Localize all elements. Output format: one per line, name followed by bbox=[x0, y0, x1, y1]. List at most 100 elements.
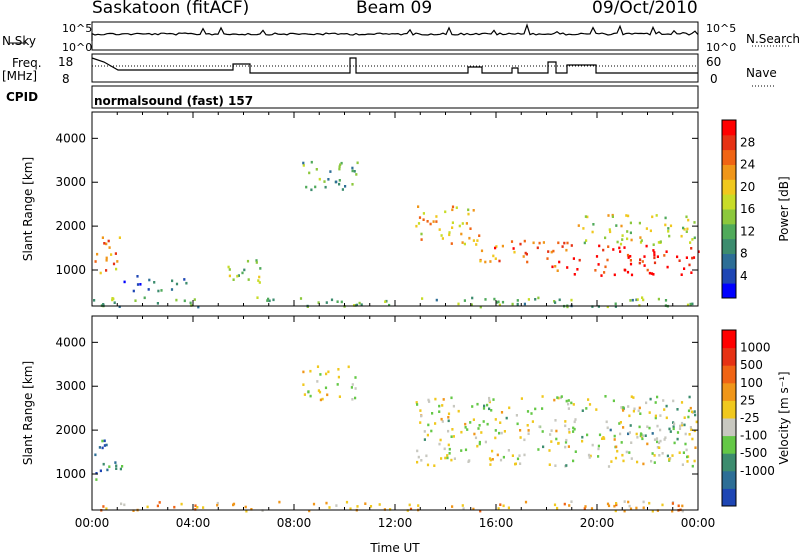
data-region bbox=[227, 259, 262, 284]
data-region bbox=[100, 500, 684, 513]
data-region bbox=[415, 395, 698, 468]
colorbar-swatch bbox=[722, 418, 736, 437]
colorbar-swatch bbox=[722, 470, 736, 489]
freq-label: Freq. bbox=[12, 56, 42, 70]
colorbar-tick: 100 bbox=[740, 376, 763, 390]
colorbar-tick: 1000 bbox=[740, 341, 771, 355]
freq-panel bbox=[91, 53, 774, 87]
colorbar-tick: 25 bbox=[740, 393, 755, 407]
colorbar-swatch bbox=[722, 268, 736, 284]
colorbar-swatch bbox=[722, 209, 736, 225]
data-region bbox=[609, 421, 686, 441]
cpid-label: CPID bbox=[6, 90, 39, 104]
velocity-data bbox=[94, 365, 698, 513]
colorbar-swatch bbox=[722, 120, 736, 136]
power-ylabel: Slant Range [km] bbox=[21, 157, 35, 261]
y-tick-label: 1000 bbox=[55, 263, 86, 277]
x-tick-label: 16:00 bbox=[479, 516, 514, 530]
beam-label: Beam 09 bbox=[356, 0, 433, 18]
data-region bbox=[302, 160, 359, 192]
data-region bbox=[572, 244, 700, 277]
colorbar-tick: 12 bbox=[740, 224, 755, 238]
y-tick-label: 4000 bbox=[55, 131, 86, 145]
power-data bbox=[93, 160, 700, 309]
nsky-panel bbox=[10, 21, 790, 51]
colorbar-tick: 4 bbox=[740, 269, 748, 283]
colorbar-swatch bbox=[722, 283, 736, 299]
nsearch-label: N.Search bbox=[746, 32, 800, 46]
station-title: Saskatoon (fitACF) bbox=[92, 0, 250, 18]
data-region bbox=[479, 239, 553, 264]
colorbar-tick: 8 bbox=[740, 247, 748, 261]
data-region bbox=[302, 365, 357, 402]
freq-trace bbox=[91, 57, 698, 74]
colorbar-swatch bbox=[722, 435, 736, 454]
colorbar-swatch bbox=[722, 382, 736, 401]
colorbar-tick: 16 bbox=[740, 202, 755, 216]
data-region bbox=[123, 275, 188, 293]
colorbar-tick: -1000 bbox=[740, 464, 775, 478]
colorbar-tick: -100 bbox=[740, 429, 767, 443]
x-tick-label: 08:00 bbox=[277, 516, 312, 530]
nsky-trace bbox=[91, 23, 699, 41]
data-region bbox=[551, 241, 573, 272]
colorbar-swatch bbox=[722, 453, 736, 472]
nave-tick-high: 60 bbox=[706, 55, 722, 69]
nsearch-tick-high: 10^5 bbox=[706, 22, 737, 35]
y-tick-label: 3000 bbox=[55, 175, 86, 189]
colorbar-swatch bbox=[722, 253, 736, 269]
colorbar-tick: 500 bbox=[740, 358, 763, 372]
colorbar-swatch bbox=[722, 134, 736, 151]
data-region bbox=[93, 296, 694, 309]
colorbar-swatch bbox=[722, 347, 736, 366]
colorbar-tick: -500 bbox=[740, 446, 767, 460]
x-tick-label: 04:00 bbox=[176, 516, 211, 530]
colorbar-swatch bbox=[722, 179, 736, 195]
colorbar-tick: 20 bbox=[740, 180, 755, 194]
colorbar-swatch bbox=[722, 164, 736, 180]
nsearch-tick-low: 10^0 bbox=[706, 41, 737, 54]
colorbar-label: Velocity [m s⁻¹] bbox=[777, 371, 791, 464]
colorbar-swatch bbox=[722, 400, 736, 419]
x-tick-label: 20:00 bbox=[580, 516, 615, 530]
x-tick-label: 00:00 bbox=[681, 516, 716, 530]
x-tick-label: 00:00 bbox=[75, 516, 110, 530]
colorbar-swatch bbox=[722, 194, 736, 210]
data-region bbox=[94, 236, 121, 275]
colorbar-tick: 28 bbox=[740, 135, 755, 149]
colorbar-label: Power [dB] bbox=[777, 176, 791, 241]
power-panel: 1000 2000 3000 4000 bbox=[55, 111, 700, 309]
data-region bbox=[577, 213, 696, 246]
time-axis-label: Time UT bbox=[369, 541, 420, 554]
y-tick-label: 3000 bbox=[55, 379, 86, 393]
freq-tick-high: 18 bbox=[58, 55, 74, 69]
x-tick-label: 12:00 bbox=[378, 516, 413, 530]
power-colorbar: 4 8 12 16 20 24 28 Power [dB] bbox=[721, 119, 791, 299]
nsky-tick-high: 10^5 bbox=[62, 22, 93, 35]
colorbar-swatch bbox=[722, 238, 736, 254]
y-tick-label: 2000 bbox=[55, 219, 86, 233]
y-tick-label: 2000 bbox=[55, 423, 86, 437]
colorbar-swatch bbox=[722, 330, 736, 349]
nsky-label: N.Sky bbox=[2, 34, 37, 48]
data-region bbox=[94, 439, 124, 481]
colorbar-tick: 24 bbox=[740, 158, 755, 172]
date-label: 09/Oct/2010 bbox=[592, 0, 698, 18]
data-region bbox=[415, 205, 481, 246]
freq-unit: [MHz] bbox=[2, 69, 38, 83]
velocity-ylabel: Slant Range [km] bbox=[21, 361, 35, 465]
y-tick-label: 4000 bbox=[55, 335, 86, 349]
y-tick-label: 1000 bbox=[55, 467, 86, 481]
nave-label: Nave bbox=[746, 66, 777, 80]
colorbar-swatch bbox=[722, 223, 736, 240]
colorbar-swatch bbox=[722, 149, 736, 165]
cpid-panel bbox=[91, 85, 699, 109]
colorbar-swatch bbox=[722, 488, 736, 507]
nsky-tick-low: 10^0 bbox=[62, 41, 93, 54]
freq-tick-low: 8 bbox=[62, 72, 70, 86]
velocity-panel: 1000 2000 3000 4000 00:00 04:00 08:00 12:00 16:0… bbox=[55, 315, 716, 530]
colorbar-tick: -25 bbox=[740, 411, 760, 425]
colorbar-swatch bbox=[722, 365, 736, 384]
